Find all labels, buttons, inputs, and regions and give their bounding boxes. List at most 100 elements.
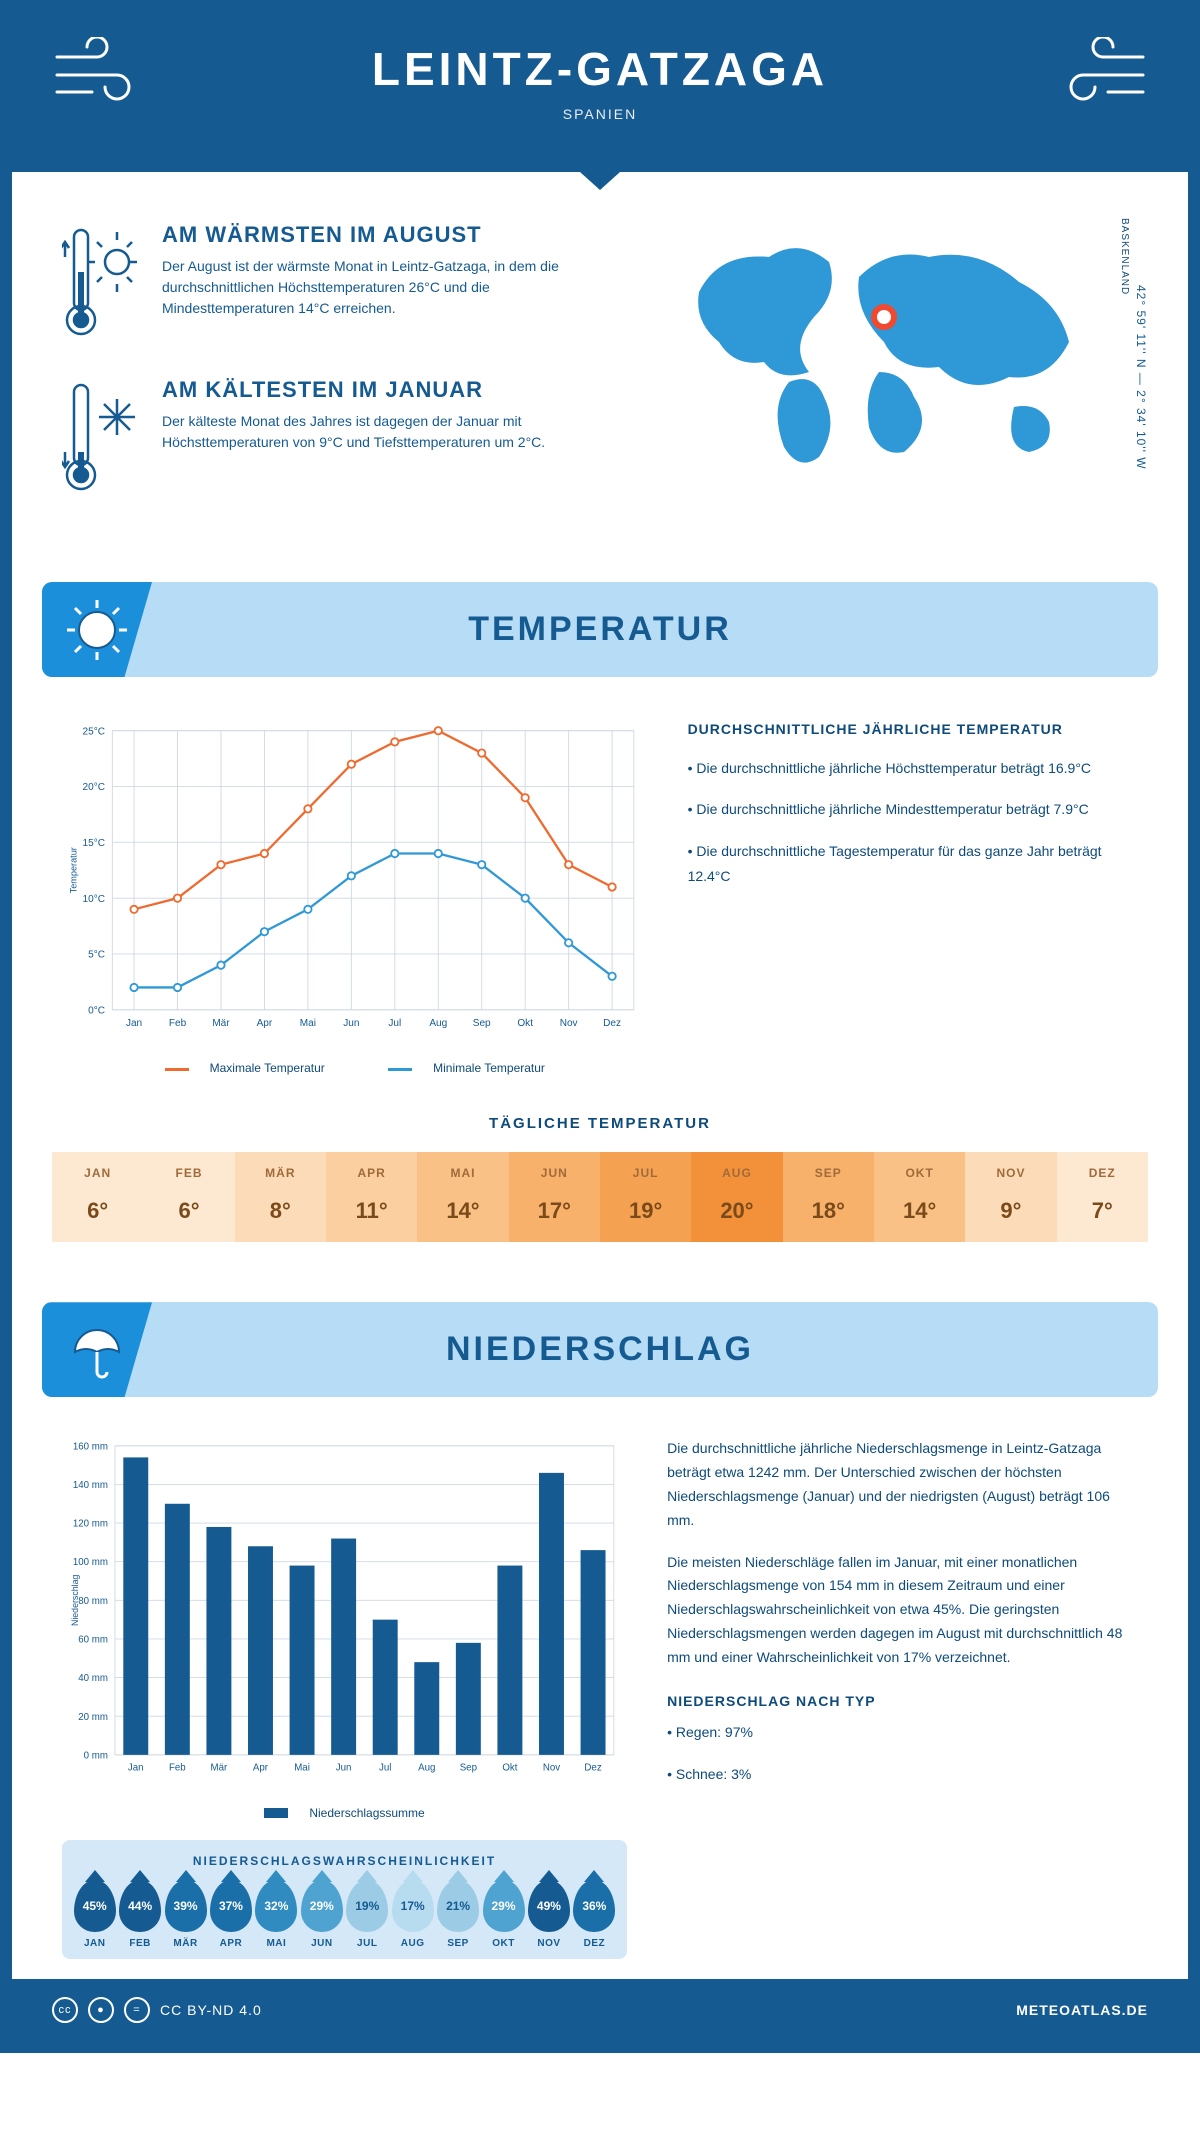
header: LEINTZ-GATZAGA SPANIEN [12, 12, 1188, 172]
svg-text:25°C: 25°C [83, 726, 105, 737]
temperature-banner: TEMPERATUR [42, 582, 1158, 677]
svg-text:Aug: Aug [429, 1018, 447, 1029]
cold-text: Der kälteste Monat des Jahres ist dagege… [162, 411, 610, 453]
svg-text:Nov: Nov [543, 1763, 560, 1774]
svg-text:15°C: 15°C [83, 838, 105, 849]
precip-drop: 21%SEP [435, 1880, 480, 1949]
temperature-info: DURCHSCHNITTLICHE JÄHRLICHE TEMPERATUR •… [688, 717, 1138, 1075]
daily-temp-title: TÄGLICHE TEMPERATUR [52, 1115, 1148, 1132]
temp-bullet: • Die durchschnittliche Tagestemperatur … [688, 839, 1138, 889]
daily-cell: MÄR8° [235, 1152, 326, 1242]
svg-text:0 mm: 0 mm [84, 1751, 108, 1762]
temp-info-title: DURCHSCHNITTLICHE JÄHRLICHE TEMPERATUR [688, 717, 1138, 742]
thermometer-hot-icon [62, 222, 142, 347]
precip-drop: 17%AUG [390, 1880, 435, 1949]
wind-icon [1038, 37, 1148, 112]
daily-cell: JUL19° [600, 1152, 691, 1242]
footer: cc ● = CC BY-ND 4.0 METEOATLAS.DE [12, 1979, 1188, 2041]
svg-text:Mai: Mai [300, 1018, 316, 1029]
svg-text:Mär: Mär [211, 1763, 228, 1774]
precip-drop: 32%MAI [254, 1880, 299, 1949]
world-map-icon [679, 222, 1099, 482]
precip-prob-title: NIEDERSCHLAGSWAHRSCHEINLICHKEIT [72, 1854, 617, 1868]
temp-bullet: • Die durchschnittliche jährliche Höchst… [688, 756, 1138, 781]
daily-cell: SEP18° [783, 1152, 874, 1242]
svg-text:Temperatur: Temperatur [69, 847, 79, 893]
daily-cell: APR11° [326, 1152, 417, 1242]
daily-cell: DEZ7° [1057, 1152, 1148, 1242]
precip-section-title: NIEDERSCHLAG [42, 1330, 1158, 1369]
svg-text:Apr: Apr [253, 1763, 269, 1774]
svg-text:Mär: Mär [212, 1018, 230, 1029]
daily-cell: NOV9° [965, 1152, 1056, 1242]
daily-cell: JUN17° [509, 1152, 600, 1242]
temperature-chart: 0°C5°C10°C15°C20°C25°CJanFebMärAprMaiJun… [62, 717, 648, 1075]
svg-text:Jan: Jan [128, 1763, 144, 1774]
cold-title: AM KÄLTESTEN IM JANUAR [162, 377, 610, 403]
precipitation-chart: 0 mm 20 mm 40 mm 60 mm 80 mm 100 mm 120 mm 140 … [62, 1437, 627, 1790]
precip-probability: NIEDERSCHLAGSWAHRSCHEINLICHKEIT 45%JAN44… [62, 1840, 627, 1959]
svg-text:Jan: Jan [126, 1018, 142, 1029]
city-title: LEINTZ-GATZAGA [12, 42, 1188, 96]
region-label: BASKENLAND [1119, 218, 1130, 295]
precip-drop: 19%JUL [345, 1880, 390, 1949]
precip-drop: 29%JUN [299, 1880, 344, 1949]
warm-text: Der August ist der wärmste Monat in Lein… [162, 256, 610, 319]
cc-icon: cc [52, 1997, 78, 2023]
svg-text:80 mm: 80 mm [78, 1596, 108, 1607]
precip-legend: Niederschlagssumme [62, 1806, 627, 1820]
warm-title: AM WÄRMSTEN IM AUGUST [162, 222, 610, 248]
daily-cell: MAI14° [417, 1152, 508, 1242]
svg-text:Dez: Dez [603, 1018, 621, 1029]
svg-text:20°C: 20°C [83, 782, 105, 793]
svg-text:Dez: Dez [584, 1763, 601, 1774]
daily-temperature: TÄGLICHE TEMPERATUR JAN6°FEB6°MÄR8°APR11… [12, 1095, 1188, 1282]
sun-icon [42, 582, 152, 677]
daily-cell: OKT14° [874, 1152, 965, 1242]
svg-text:100 mm: 100 mm [73, 1558, 108, 1569]
svg-text:Feb: Feb [169, 1763, 186, 1774]
svg-text:40 mm: 40 mm [78, 1674, 108, 1685]
svg-text:160 mm: 160 mm [73, 1442, 108, 1453]
by-icon: ● [88, 1997, 114, 2023]
country-label: SPANIEN [12, 106, 1188, 122]
svg-text:Sep: Sep [473, 1018, 491, 1029]
precip-text-1: Die durchschnittliche jährliche Niedersc… [667, 1437, 1138, 1532]
precip-text-2: Die meisten Niederschläge fallen im Janu… [667, 1551, 1138, 1670]
svg-text:10°C: 10°C [83, 894, 105, 905]
svg-text:Jul: Jul [388, 1018, 401, 1029]
svg-text:20 mm: 20 mm [78, 1712, 108, 1723]
svg-text:Mai: Mai [294, 1763, 310, 1774]
svg-text:Sep: Sep [460, 1763, 477, 1774]
precip-drop: 37%APR [208, 1880, 253, 1949]
svg-text:Niederschlag: Niederschlag [70, 1575, 80, 1627]
svg-text:140 mm: 140 mm [73, 1480, 108, 1491]
precip-type-item: • Schnee: 3% [667, 1763, 1138, 1787]
svg-text:0°C: 0°C [88, 1005, 105, 1016]
temperature-section-title: TEMPERATUR [42, 610, 1158, 649]
daily-cell: AUG20° [691, 1152, 782, 1242]
intro-section: AM WÄRMSTEN IM AUGUST Der August ist der… [12, 172, 1188, 562]
wind-icon [52, 37, 162, 112]
precip-drop: 49%NOV [526, 1880, 571, 1949]
svg-text:120 mm: 120 mm [73, 1519, 108, 1530]
site-label: METEOATLAS.DE [1016, 2002, 1148, 2018]
svg-text:Nov: Nov [560, 1018, 578, 1029]
umbrella-icon [42, 1302, 152, 1397]
temp-bullet: • Die durchschnittliche jährliche Mindes… [688, 797, 1138, 822]
svg-text:Jun: Jun [336, 1763, 352, 1774]
svg-text:Feb: Feb [169, 1018, 187, 1029]
svg-text:Jul: Jul [379, 1763, 391, 1774]
precip-drop: 39%MÄR [163, 1880, 208, 1949]
precipitation-banner: NIEDERSCHLAG [42, 1302, 1158, 1397]
precip-drop: 45%JAN [72, 1880, 117, 1949]
svg-text:Jun: Jun [343, 1018, 359, 1029]
daily-cell: FEB6° [143, 1152, 234, 1242]
svg-text:Okt: Okt [502, 1763, 517, 1774]
precip-type-item: • Regen: 97% [667, 1721, 1138, 1745]
precip-drop: 36%DEZ [572, 1880, 617, 1949]
svg-text:Okt: Okt [517, 1018, 533, 1029]
svg-text:60 mm: 60 mm [78, 1635, 108, 1646]
thermometer-cold-icon [62, 377, 142, 502]
nd-icon: = [124, 1997, 150, 2023]
